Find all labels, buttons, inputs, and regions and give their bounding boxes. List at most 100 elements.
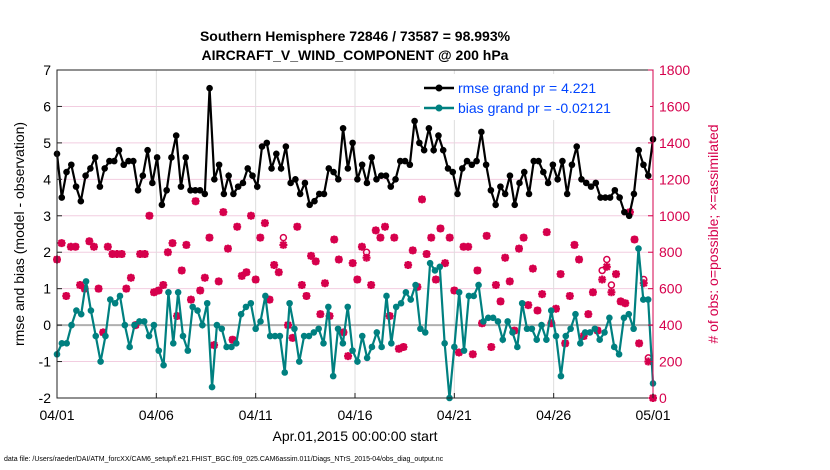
rmse-point	[330, 168, 337, 176]
chart-title: Southern Hemisphere 72846 / 73587 = 98.9…	[200, 28, 511, 44]
rmse-point	[392, 176, 399, 183]
rmse-point	[635, 146, 642, 154]
rmse-point	[258, 143, 266, 150]
rmse-point	[120, 161, 128, 169]
bias-point	[518, 299, 526, 307]
bias-point	[140, 318, 148, 325]
x-tick-label: 04/16	[337, 407, 372, 423]
rmse-point	[625, 212, 633, 220]
rmse-point	[425, 125, 433, 132]
assimilated-obs-point	[621, 299, 630, 308]
rmse-point	[473, 157, 480, 165]
rmse-point	[153, 154, 161, 161]
assimilated-obs-point	[496, 297, 505, 306]
assimilated-obs-point	[196, 286, 205, 295]
rmse-point	[358, 161, 366, 169]
bias-point	[567, 325, 574, 333]
rmse-point	[463, 157, 471, 165]
rmse-point	[253, 183, 261, 190]
rmse-point	[454, 190, 461, 198]
bias-point	[58, 340, 66, 347]
bias-point	[533, 336, 541, 343]
assimilated-obs-point	[163, 248, 172, 257]
rmse-point	[401, 157, 409, 165]
bias-point	[218, 325, 226, 333]
possible-obs-point	[607, 281, 616, 289]
x-tick-label: 04/26	[536, 407, 571, 423]
rmse-point	[182, 154, 190, 161]
bias-point	[305, 332, 313, 340]
y-right-tick-label: 1800	[659, 62, 690, 78]
assimilated-obs-point	[445, 233, 454, 242]
bias-point	[150, 321, 158, 329]
bias-point	[431, 267, 439, 274]
rmse-point	[144, 146, 151, 154]
bias-point	[465, 292, 473, 300]
assimilated-obs-point	[237, 271, 246, 280]
rmse-point	[530, 157, 538, 165]
assimilated-obs-point	[150, 288, 159, 297]
legend-bias-marker	[435, 104, 443, 112]
bias-point	[184, 347, 192, 354]
assimilated-obs-point	[394, 344, 403, 353]
rmse-point	[573, 143, 581, 150]
assimilated-obs-point	[584, 310, 593, 319]
rmse-point	[125, 157, 132, 165]
bias-point	[174, 289, 182, 296]
assimilated-obs-point	[519, 233, 528, 242]
x-tick-label: 04/21	[437, 407, 472, 423]
rmse-point	[535, 157, 542, 165]
rmse-point	[449, 168, 457, 176]
bias-point	[368, 343, 376, 351]
bias-point	[242, 303, 250, 311]
bias-point	[92, 332, 100, 340]
bias-point	[494, 318, 502, 325]
bias-point	[102, 332, 109, 340]
rmse-point	[439, 146, 447, 154]
assimilated-obs-point	[311, 257, 320, 266]
legend-bias-label: bias grand pr = -0.02121	[458, 100, 611, 116]
rmse-point	[611, 186, 619, 194]
assimilated-obs-point	[524, 301, 533, 310]
rmse-point	[416, 139, 423, 147]
bias-point	[325, 303, 332, 311]
assimilated-obs-point	[344, 352, 353, 361]
bias-point	[538, 321, 545, 329]
bias-point	[514, 343, 521, 351]
rmse-point	[249, 172, 256, 179]
rmse-point	[568, 161, 576, 169]
rmse-point	[239, 179, 247, 187]
bias-point	[610, 343, 618, 351]
assimilated-obs-point	[219, 208, 228, 217]
rmse-point	[311, 197, 318, 205]
bias-point	[358, 332, 366, 340]
rmse-point	[516, 179, 523, 187]
rmse-point	[582, 179, 590, 187]
legend-box	[420, 74, 650, 120]
rmse-point	[411, 117, 418, 125]
rmse-point	[578, 176, 585, 183]
bias-point	[625, 310, 633, 318]
rmse-point	[349, 139, 356, 147]
assimilated-obs-point	[256, 233, 265, 242]
rmse-point	[268, 165, 275, 172]
assimilated-obs-point	[177, 266, 186, 275]
y-tick-label: 4	[43, 171, 51, 187]
rmse-point	[196, 186, 204, 194]
assimilated-obs-point	[353, 275, 362, 284]
rmse-point	[68, 161, 75, 169]
rmse-point	[640, 161, 647, 169]
rmse-point	[72, 183, 80, 190]
y-axis-label: rmse and bias (model - observation)	[11, 122, 27, 346]
assimilated-obs-point	[191, 197, 200, 206]
rmse-point	[487, 186, 495, 194]
assimilated-obs-point	[450, 286, 459, 295]
bias-point	[528, 325, 536, 333]
rmse-point	[549, 161, 557, 169]
rmse-point	[482, 161, 490, 169]
assimilated-obs-point	[612, 270, 621, 279]
bias-point	[199, 321, 206, 329]
assimilated-obs-point	[173, 312, 182, 320]
possible-obs-point	[598, 266, 606, 275]
